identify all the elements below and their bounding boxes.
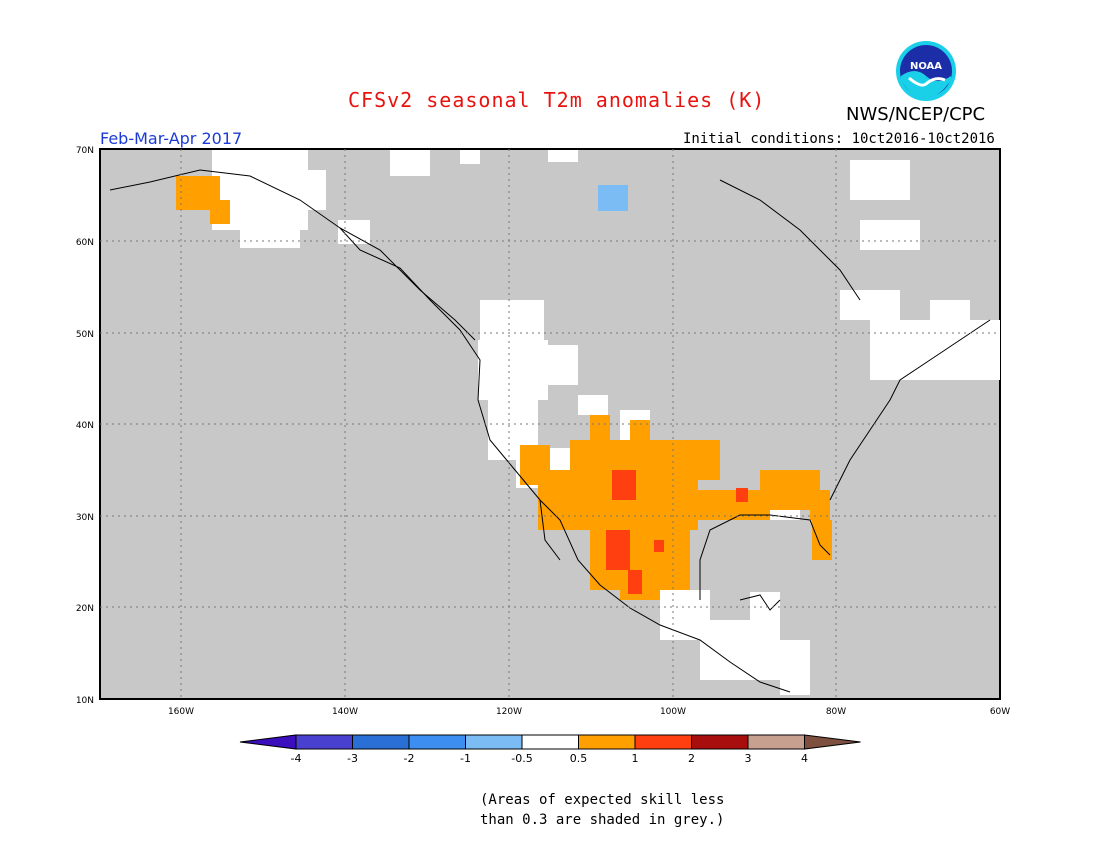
legend-swatch	[465, 734, 523, 750]
lon-label: 100W	[660, 707, 686, 717]
legend-swatch	[691, 734, 749, 750]
lon-label: 120W	[496, 707, 522, 717]
lat-label: 30N	[76, 513, 94, 523]
legend-swatch	[634, 734, 692, 750]
legend-tick-label: -2	[404, 752, 415, 765]
cool-anomaly-area	[598, 185, 628, 211]
legend-tick-label: 1	[632, 752, 639, 765]
lat-label: 50N	[76, 330, 94, 340]
legend-labels: -4 -3 -2 -1 -0.5 0.5 1 2 3 4	[291, 752, 808, 765]
legend-tick-label: -1	[460, 752, 471, 765]
initial-conditions: Initial conditions: 10ct2016-10ct2016	[683, 131, 995, 147]
legend-swatches	[239, 734, 861, 750]
org-label: NWS/NCEP/CPC	[846, 104, 986, 125]
lon-label: 80W	[826, 707, 846, 717]
legend-tick-label: -3	[347, 752, 358, 765]
logo-text: NOAA	[910, 61, 942, 72]
legend-swatch	[578, 734, 636, 750]
lon-labels: 160W 140W 120W 100W 80W 60W	[168, 707, 1010, 717]
legend-tick-label: 2	[688, 752, 695, 765]
lat-label: 10N	[76, 696, 94, 706]
noaa-logo: NOAA	[896, 41, 956, 101]
skill-note-line1: (Areas of expected skill less	[480, 792, 725, 808]
lon-label: 140W	[332, 707, 358, 717]
legend-swatch	[239, 734, 297, 750]
lat-label: 40N	[76, 421, 94, 431]
forecast-period: Feb-Mar-Apr 2017	[100, 129, 243, 148]
lat-labels: 70N 60N 50N 40N 30N 20N 10N	[76, 146, 94, 706]
lat-label: 60N	[76, 238, 94, 248]
strong-warm-anomaly-areas	[606, 470, 748, 594]
lon-label: 160W	[168, 707, 194, 717]
lat-label: 70N	[76, 146, 94, 156]
legend-swatch	[804, 734, 861, 750]
legend-tick-label: 3	[745, 752, 752, 765]
legend-tick-label: -4	[291, 752, 302, 765]
near-normal-areas	[212, 150, 1000, 695]
map-title: CFSv2 seasonal T2m anomalies (K)	[348, 88, 766, 112]
legend-tick-label: -0.5	[511, 752, 532, 765]
skill-note: (Areas of expected skill less than 0.3 a…	[480, 790, 724, 830]
skill-note-line2: than 0.3 are shaded in grey.)	[480, 812, 725, 828]
legend-swatch	[352, 734, 410, 750]
legend-swatch	[747, 734, 805, 750]
legend-tick-label: 0.5	[570, 752, 588, 765]
legend-swatch	[295, 734, 353, 750]
legend-swatch	[408, 734, 466, 750]
legend-swatch	[521, 734, 579, 750]
coastlines	[109, 169, 991, 693]
graticule	[100, 149, 1000, 699]
legend-tick-label: 4	[801, 752, 808, 765]
lat-label: 20N	[76, 604, 94, 614]
lon-label: 60W	[990, 707, 1010, 717]
